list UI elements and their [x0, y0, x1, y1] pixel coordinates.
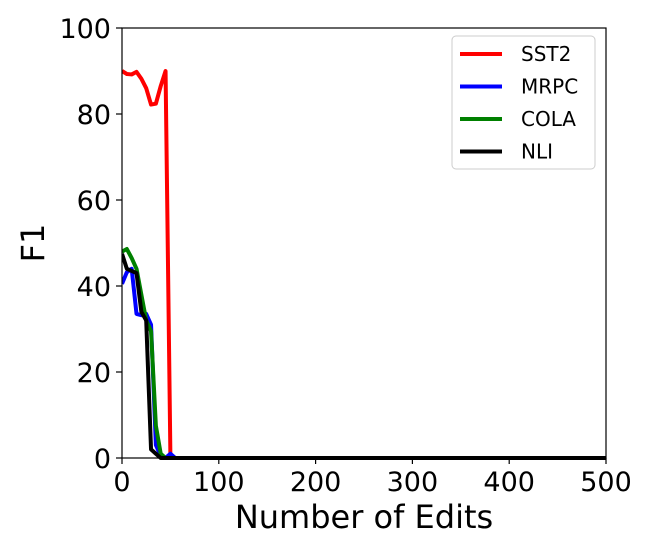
legend-label-mrpc: MRPC — [521, 75, 578, 99]
series-line-mrpc — [122, 266, 606, 460]
y-tick-label: 20 — [77, 358, 111, 389]
y-tick-label: 40 — [77, 272, 111, 303]
legend: SST2 MRPC COLA NLI — [451, 35, 596, 170]
y-tick-label: 80 — [77, 100, 111, 131]
legend-label-sst2: SST2 — [521, 42, 571, 66]
x-tick-label: 500 — [580, 467, 632, 498]
y-tick-label: 0 — [94, 444, 111, 475]
plot-area-frame — [121, 27, 607, 459]
x-tick-label: 0 — [113, 467, 130, 498]
legend-label-nli: NLI — [521, 140, 553, 164]
x-axis-label: Number of Edits — [235, 498, 493, 536]
y-tick-label: 60 — [77, 186, 111, 217]
x-tick-label: 400 — [483, 467, 535, 498]
y-axis-label: F1 — [14, 224, 52, 263]
axis-ticks: 0 100 200 300 400 500 0 20 40 60 80 100 — [59, 14, 631, 498]
x-tick-label: 100 — [193, 467, 245, 498]
x-tick-label: 200 — [290, 467, 342, 498]
legend-box — [451, 35, 596, 170]
legend-label-cola: COLA — [521, 107, 576, 131]
series-line-cola — [122, 247, 606, 460]
series-line-nli — [122, 253, 606, 460]
y-tick-label: 100 — [59, 14, 111, 45]
x-tick-label: 300 — [387, 467, 439, 498]
